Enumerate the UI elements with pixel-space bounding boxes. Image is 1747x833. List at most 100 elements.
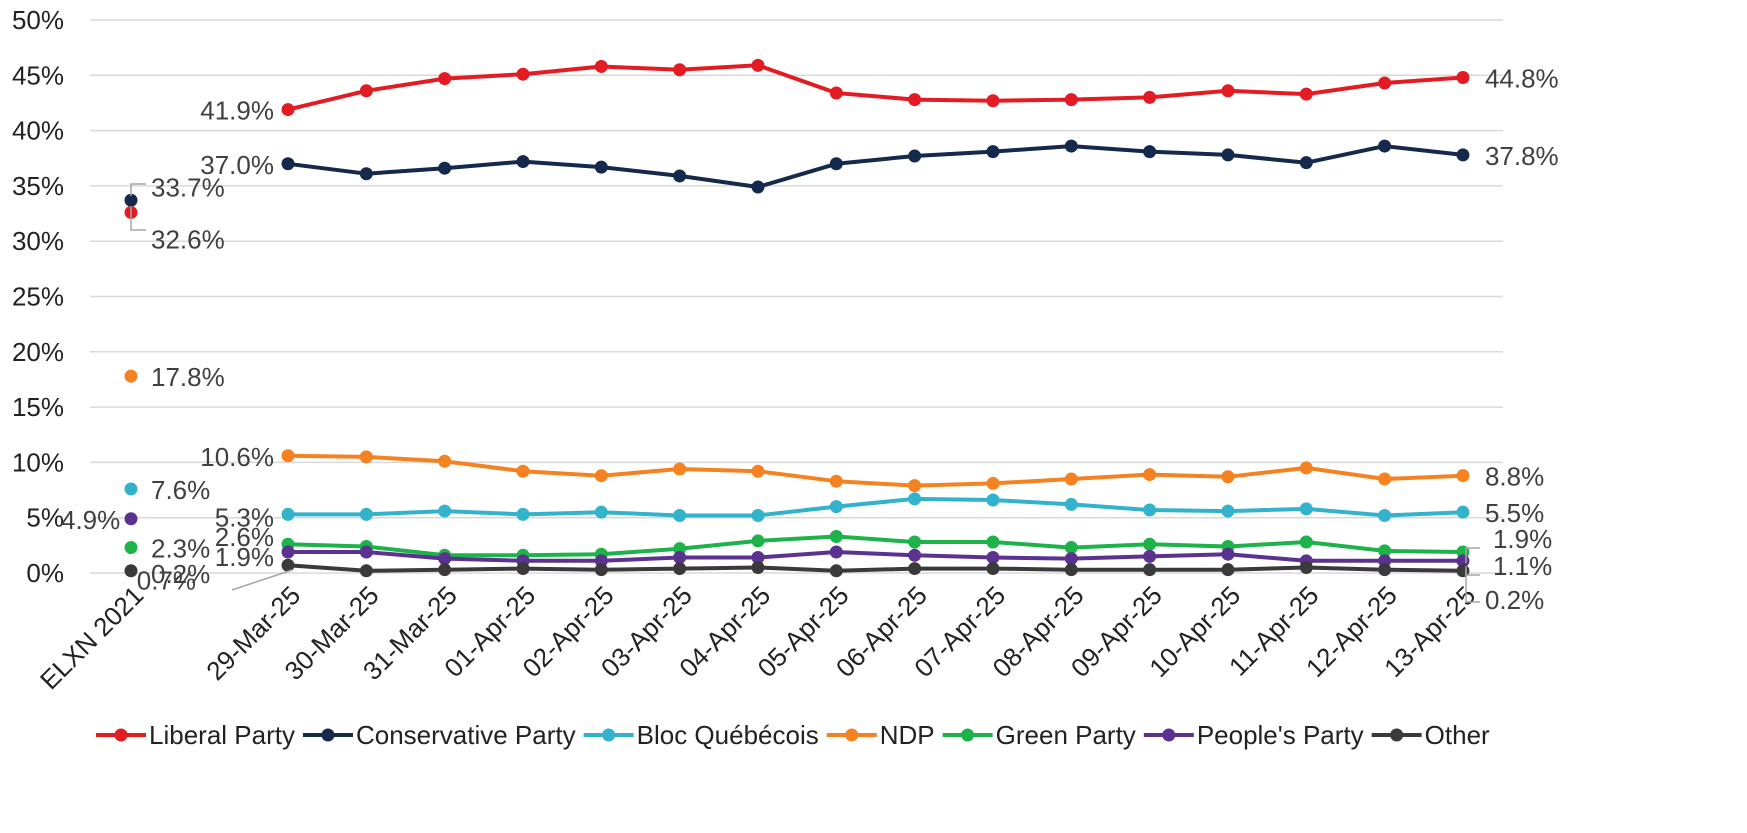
point-ndp [516, 464, 530, 478]
y-tick-label: 45% [12, 60, 64, 90]
legend: Liberal Party Conservative Party Bloc Québ… [96, 720, 1490, 750]
series-line-other [287, 563, 1464, 573]
point-liberal-party [359, 84, 373, 98]
point-conservative-party [986, 145, 1000, 159]
point-ndp [359, 450, 373, 464]
point-green-party [829, 530, 843, 544]
point-ndp [751, 464, 765, 478]
point-bloc-qu-b-cois [281, 507, 295, 521]
baseline-label-people-s-party: 4.9% [61, 505, 120, 535]
point-bloc-qu-b-cois [908, 492, 922, 506]
last-label-other: 0.2% [1485, 585, 1544, 615]
first-label-liberal-party: 41.9% [200, 96, 274, 126]
first-label-people-s-party: 1.9% [215, 542, 274, 572]
y-tick-label: 25% [12, 282, 64, 312]
point-conservative-party [751, 180, 765, 194]
legend-label-conservative-party: Conservative Party [356, 720, 576, 750]
point-bloc-qu-b-cois [751, 508, 765, 522]
last-label-conservative-party: 37.8% [1485, 141, 1559, 171]
point-people-s-party [438, 552, 452, 566]
point-ndp [673, 462, 687, 476]
point-other [1221, 563, 1235, 577]
series-line-ndp [287, 453, 1464, 488]
point-liberal-party [594, 59, 608, 73]
point-green-party [1378, 544, 1392, 558]
point-ndp [1378, 472, 1392, 486]
point-people-s-party [1064, 552, 1078, 566]
point-ndp [281, 449, 295, 463]
point-conservative-party [673, 169, 687, 183]
point-conservative-party [908, 149, 922, 163]
point-other [359, 564, 373, 578]
point-liberal-party [438, 72, 452, 86]
last-label-liberal-party: 44.8% [1485, 64, 1559, 94]
point-other [1143, 563, 1157, 577]
point-green-party [751, 534, 765, 548]
baseline-label-ndp: 17.8% [151, 362, 225, 392]
point-conservative-party [281, 157, 295, 171]
legend-marker-people-s-party [1162, 728, 1176, 742]
point-conservative-party [438, 161, 452, 175]
series-lines [124, 58, 1470, 578]
point-bloc-qu-b-cois [1221, 504, 1235, 518]
point-conservative-party [1456, 148, 1470, 162]
point-bloc-qu-b-cois [594, 505, 608, 519]
point-green-party [986, 535, 1000, 549]
legend-marker-green-party [961, 728, 975, 742]
y-axis-ticks: 0% 5% 10% 15% 20% 25% 30% 35% 40% 45% 50% [12, 5, 64, 588]
baseline-point-ndp [124, 369, 138, 383]
baseline-label-liberal-party: 32.6% [151, 224, 225, 254]
last-label-bloc-qu-b-cois: 5.5% [1485, 498, 1544, 528]
point-ndp [908, 479, 922, 493]
last-label-ndp: 8.8% [1485, 462, 1544, 492]
point-green-party [1299, 535, 1313, 549]
point-other [1064, 563, 1078, 577]
point-bloc-qu-b-cois [1299, 502, 1313, 516]
legend-marker-bloc-qu-b-cois [602, 728, 616, 742]
point-ndp [1064, 472, 1078, 486]
point-conservative-party [516, 155, 530, 169]
first-label-green-party: 2.6% [215, 522, 274, 552]
baseline-label-other: 0.2% [151, 559, 210, 589]
point-other [594, 563, 608, 577]
point-other [516, 562, 530, 576]
point-ndp [1299, 461, 1313, 475]
point-bloc-qu-b-cois [438, 504, 452, 518]
legend-label-liberal-party: Liberal Party [149, 720, 295, 750]
point-conservative-party [359, 167, 373, 181]
point-ndp [986, 476, 1000, 490]
point-ndp [829, 474, 843, 488]
point-green-party [908, 535, 922, 549]
point-other [751, 560, 765, 574]
point-liberal-party [1064, 93, 1078, 107]
baseline-point-other [124, 564, 138, 578]
point-people-s-party [908, 548, 922, 562]
point-bloc-qu-b-cois [1143, 503, 1157, 517]
y-tick-label: 40% [12, 116, 64, 146]
series-line-green-party [287, 534, 1464, 558]
point-liberal-party [1143, 90, 1157, 104]
leader-line [1465, 570, 1480, 603]
legend-label-green-party: Green Party [996, 720, 1136, 750]
point-ndp [594, 469, 608, 483]
point-bloc-qu-b-cois [359, 507, 373, 521]
legend-label-bloc-qu-b-cois: Bloc Québécois [637, 720, 819, 750]
point-conservative-party [1221, 148, 1235, 162]
point-conservative-party [1064, 139, 1078, 153]
point-green-party [1064, 541, 1078, 555]
y-tick-label: 10% [12, 447, 64, 477]
point-bloc-qu-b-cois [516, 507, 530, 521]
series-line-people-s-party [288, 550, 1463, 563]
point-people-s-party [281, 545, 295, 559]
grid-lines [90, 19, 1503, 574]
point-ndp [1456, 469, 1470, 483]
point-ndp [438, 454, 452, 468]
point-liberal-party [516, 67, 530, 81]
leader-line [1465, 547, 1480, 563]
leader-line [130, 183, 146, 196]
baseline-point-green-party [124, 541, 138, 555]
legend-marker-liberal-party [114, 728, 128, 742]
point-liberal-party [1456, 71, 1470, 85]
y-tick-label: 5% [26, 503, 64, 533]
